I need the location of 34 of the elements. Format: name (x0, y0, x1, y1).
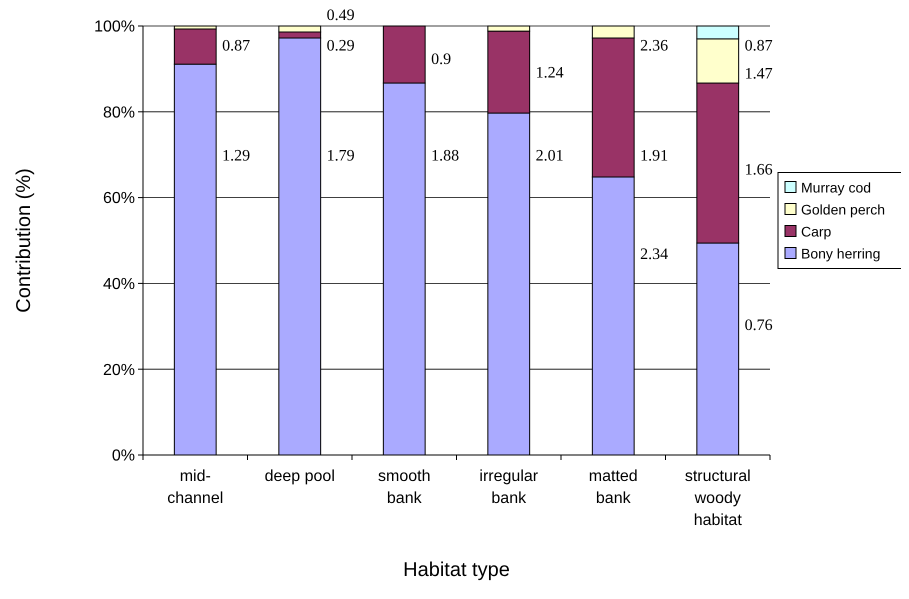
legend-label: Golden perch (801, 201, 886, 218)
legend-label: Carp (801, 223, 832, 240)
text: 0.49 (326, 7, 355, 24)
annotation: 2.01 (536, 147, 564, 164)
x-tick-label: mid-channel (167, 468, 224, 507)
y-tick-label: 0% (112, 448, 135, 465)
x-tick-label: matted bank (588, 468, 638, 507)
y-tick-label: 80% (102, 104, 135, 122)
y-axis-title: Contribution (%) (13, 168, 35, 313)
annotation: 1.79 (326, 147, 355, 164)
legend-label: Murray cod (801, 179, 872, 196)
annotation: 0.87 (222, 37, 250, 54)
y-tick-label: 40% (102, 276, 135, 293)
y-tick-label: 20% (102, 362, 135, 379)
annotation: 1.88 (431, 147, 460, 164)
annotation: 0.87 (744, 37, 773, 54)
annotation: 2.36 (640, 37, 668, 54)
annotation: 0.9 (431, 50, 452, 68)
x-tick-label: smooth bank (378, 468, 430, 507)
x-tick-label: structural woody habitat (684, 468, 751, 529)
annotation: 1.24 (536, 64, 564, 82)
annotation: 2.34 (640, 246, 668, 263)
annotation: 0.76 (744, 316, 773, 334)
x-tick-label: irregular bank (479, 468, 539, 507)
annotation: 1.29 (222, 147, 250, 164)
annotation: 0.29 (326, 37, 355, 54)
annotation: 1.66 (744, 161, 773, 178)
annotation: 1.47 (744, 65, 773, 82)
x-tick-label: deep pool (264, 468, 335, 485)
annotation: 1.91 (640, 147, 668, 164)
legend-label: Bony herring (801, 245, 880, 262)
x-axis-title: Habitat type (403, 559, 510, 581)
y-tick-label: 60% (102, 190, 135, 208)
y-tick-label: 100% (94, 18, 135, 36)
